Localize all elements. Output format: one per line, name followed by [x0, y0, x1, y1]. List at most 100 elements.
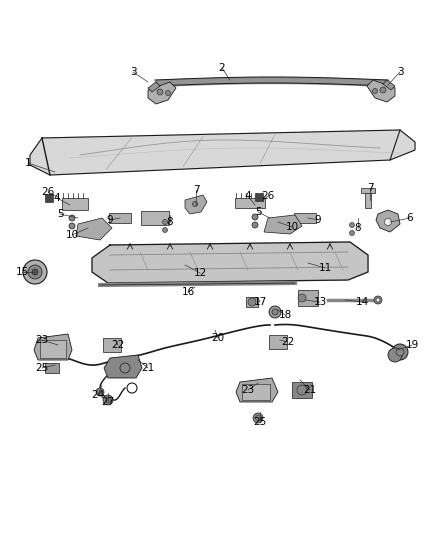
Text: 17: 17 — [253, 297, 267, 307]
Bar — [45, 194, 53, 202]
Text: 22: 22 — [111, 340, 125, 350]
Circle shape — [298, 294, 306, 302]
Text: 10: 10 — [286, 222, 299, 232]
Polygon shape — [148, 82, 160, 92]
Polygon shape — [294, 213, 316, 223]
Circle shape — [32, 269, 38, 275]
Text: 1: 1 — [25, 158, 31, 168]
Text: 5: 5 — [57, 209, 64, 219]
Text: 3: 3 — [130, 67, 136, 77]
Polygon shape — [185, 195, 207, 214]
Circle shape — [162, 228, 167, 232]
Circle shape — [376, 298, 380, 302]
Polygon shape — [45, 363, 59, 373]
Text: 5: 5 — [254, 207, 261, 217]
Polygon shape — [109, 213, 131, 223]
Bar — [365, 190, 371, 208]
Circle shape — [252, 214, 258, 220]
Circle shape — [396, 348, 404, 356]
Text: 27: 27 — [101, 397, 115, 407]
Polygon shape — [92, 242, 368, 283]
Circle shape — [272, 309, 278, 315]
Circle shape — [252, 222, 258, 228]
Text: 15: 15 — [15, 267, 28, 277]
Text: 19: 19 — [406, 340, 419, 350]
Circle shape — [392, 344, 408, 360]
Circle shape — [166, 91, 170, 95]
Polygon shape — [298, 290, 318, 306]
Circle shape — [385, 219, 392, 225]
Text: 7: 7 — [193, 185, 199, 195]
Circle shape — [162, 220, 167, 224]
Text: 7: 7 — [367, 183, 373, 193]
Polygon shape — [367, 80, 395, 102]
Circle shape — [255, 416, 261, 421]
Text: 8: 8 — [355, 223, 361, 233]
Polygon shape — [62, 198, 88, 210]
Text: 26: 26 — [41, 187, 55, 197]
Circle shape — [372, 88, 378, 93]
Polygon shape — [148, 82, 176, 104]
Polygon shape — [269, 335, 287, 349]
Circle shape — [374, 296, 382, 304]
Polygon shape — [104, 355, 142, 378]
Circle shape — [269, 306, 281, 318]
Text: 4: 4 — [245, 191, 251, 201]
Text: 23: 23 — [35, 335, 49, 345]
Text: 23: 23 — [241, 385, 254, 395]
Circle shape — [69, 223, 75, 229]
Polygon shape — [76, 218, 112, 240]
Circle shape — [23, 260, 47, 284]
Bar — [361, 188, 375, 193]
Bar — [40, 340, 66, 358]
Circle shape — [106, 398, 110, 402]
Polygon shape — [264, 215, 302, 234]
Bar — [242, 384, 270, 400]
Text: 21: 21 — [304, 385, 317, 395]
Polygon shape — [383, 80, 395, 90]
Text: 25: 25 — [253, 417, 267, 427]
Text: 3: 3 — [397, 67, 403, 77]
Text: 11: 11 — [318, 263, 332, 273]
Text: 8: 8 — [167, 217, 173, 227]
Bar — [255, 193, 263, 201]
Text: 22: 22 — [281, 337, 295, 347]
Text: 9: 9 — [107, 215, 113, 225]
Circle shape — [103, 395, 113, 405]
Text: 13: 13 — [313, 297, 327, 307]
Text: 6: 6 — [407, 213, 413, 223]
Text: 12: 12 — [193, 268, 207, 278]
Circle shape — [388, 348, 402, 362]
Polygon shape — [103, 338, 121, 352]
Text: 20: 20 — [212, 333, 225, 343]
Circle shape — [192, 201, 198, 206]
Circle shape — [157, 89, 163, 95]
Polygon shape — [236, 378, 278, 402]
Text: 21: 21 — [141, 363, 155, 373]
Text: 9: 9 — [314, 215, 321, 225]
Polygon shape — [30, 130, 415, 175]
Text: 24: 24 — [92, 390, 105, 400]
Text: 10: 10 — [65, 230, 78, 240]
Text: 25: 25 — [35, 363, 49, 373]
Circle shape — [350, 222, 354, 228]
Circle shape — [28, 265, 42, 279]
Polygon shape — [376, 210, 400, 232]
Polygon shape — [292, 382, 312, 398]
Circle shape — [120, 363, 130, 373]
Text: 4: 4 — [54, 193, 60, 203]
Circle shape — [253, 413, 263, 423]
Circle shape — [297, 385, 307, 395]
Text: 2: 2 — [219, 63, 225, 73]
Circle shape — [350, 230, 354, 236]
Circle shape — [96, 388, 104, 396]
Polygon shape — [141, 211, 169, 225]
Text: 26: 26 — [261, 191, 275, 201]
Circle shape — [248, 298, 256, 306]
Text: 18: 18 — [279, 310, 292, 320]
Circle shape — [380, 87, 386, 93]
Text: 14: 14 — [355, 297, 369, 307]
Polygon shape — [34, 334, 72, 360]
Circle shape — [69, 215, 75, 221]
Polygon shape — [235, 198, 265, 208]
